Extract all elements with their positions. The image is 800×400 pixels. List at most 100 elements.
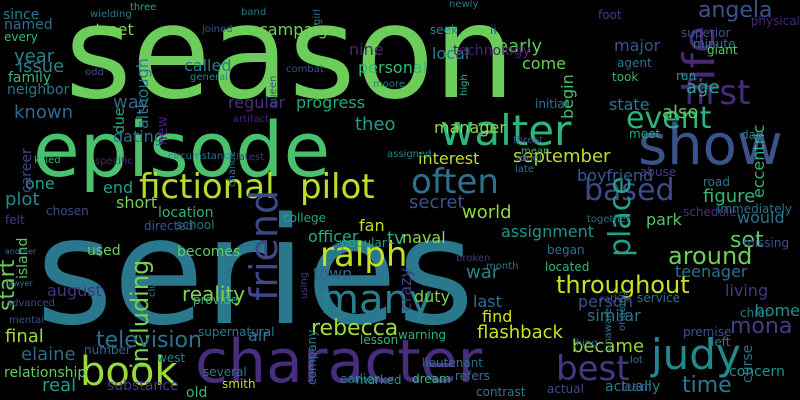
word-known: known [14, 102, 73, 123]
word-seek: seek [430, 23, 458, 37]
word-world: world [462, 202, 512, 223]
word-late: late [515, 164, 534, 175]
word-figure: figure [703, 186, 756, 207]
word-since: since [3, 7, 40, 23]
word-also: also [662, 102, 699, 123]
word-august: august [47, 281, 102, 300]
word-rebecca: rebecca [311, 316, 399, 341]
word-living: living [725, 281, 769, 300]
word-book: book [80, 349, 178, 395]
word-chief: chief [740, 306, 770, 320]
word-war: war [466, 262, 500, 283]
word-left: left [711, 335, 731, 349]
word-fan: fan [359, 216, 385, 235]
word-judy: judy [651, 330, 741, 379]
word-general: general [190, 72, 229, 83]
word-location: location [158, 205, 214, 221]
word-similar: similar [587, 306, 641, 325]
word-provide: provide [193, 293, 239, 307]
word-mean: mean [521, 146, 550, 157]
word-lawyer: lawyer [6, 279, 33, 288]
word-month: month [486, 261, 519, 272]
word-neighbor: neighbor [7, 82, 70, 98]
word-personal: personal [358, 58, 428, 77]
word-street: street [87, 20, 134, 39]
word-boyfriend: boyfriend [577, 166, 654, 185]
word-threat: threat [513, 135, 544, 146]
word-assignment: assignment [501, 222, 595, 241]
word-television: television [96, 328, 202, 353]
word-regular: regular [228, 93, 286, 112]
word-theo: theo [355, 114, 396, 135]
word-major: major [614, 36, 661, 55]
word-early: early [497, 36, 543, 57]
word-town: town [313, 264, 353, 283]
word-felt: felt [5, 213, 25, 227]
word-directed: directed [144, 219, 194, 233]
word-year: year [14, 46, 55, 67]
word-newly: newly [449, 0, 479, 10]
word-broken: broken [456, 253, 491, 264]
word-duty: duty [414, 287, 451, 306]
word-ii: ii [490, 23, 497, 37]
word-every: every [4, 30, 38, 44]
word-angela: angela [698, 0, 773, 23]
word-final: final [5, 326, 44, 347]
word-assigned: assigned [387, 149, 432, 160]
word-schedule: schedule [683, 205, 737, 219]
word-specific: specific [95, 156, 133, 167]
word-became: became [572, 336, 645, 357]
word-warning: warning [398, 328, 447, 342]
word-girl: girl [312, 8, 323, 25]
word-series: series [36, 186, 475, 358]
word-duel: duel [520, 153, 542, 164]
word-age: age [686, 77, 720, 98]
word-called: called [184, 56, 232, 75]
word-college: college [283, 211, 326, 225]
word-would: would [737, 208, 785, 227]
word-circumstance: circumstance [168, 151, 235, 162]
word-physical: physical [750, 14, 800, 28]
word-teenager: teenager [675, 262, 748, 281]
word-career: career [19, 148, 35, 193]
word-smith: smith [222, 377, 256, 391]
word-flashback: flashback [477, 322, 563, 343]
word-event: event [626, 101, 712, 136]
word-run: run [676, 69, 697, 83]
word-ralph: ralph [320, 235, 408, 275]
word-contrast: contrast [476, 385, 526, 399]
word-supernatural: supernatural [198, 325, 275, 339]
word-service: service [637, 291, 680, 305]
word-queen: queen [268, 75, 279, 107]
word-elaine: elaine [21, 344, 76, 365]
word-local: local [432, 44, 470, 63]
word-band: band [241, 7, 267, 18]
word-west: west [157, 351, 186, 365]
word-artifact: artifact [233, 114, 270, 125]
word-show: show [638, 113, 783, 178]
word-many: many [320, 277, 433, 323]
word-person: person [578, 292, 633, 311]
word-last: last [473, 292, 502, 311]
word-high: high [459, 74, 470, 96]
word-fictional: fictional [139, 167, 275, 207]
word-another: another [5, 247, 37, 256]
word-road: road [703, 175, 730, 189]
word-reality: reality [182, 282, 246, 306]
word-first: first [684, 73, 751, 113]
word-interest: interest [418, 149, 480, 168]
word-find: find [482, 307, 513, 326]
word-end: end [103, 178, 134, 197]
word-secret: secret [409, 192, 465, 213]
word-walter: walter [440, 106, 572, 155]
word-superior: superior [681, 26, 731, 40]
word-immediately: immediately [717, 202, 792, 216]
word-clue: clue [147, 276, 158, 297]
word-missing: missing [743, 236, 790, 250]
word-time: time [682, 373, 732, 398]
word-season: season [65, 0, 515, 128]
word-chance: chance [227, 151, 238, 187]
word-often: often [411, 162, 499, 202]
word-crazy: crazy [396, 267, 415, 311]
word-real: real [42, 375, 77, 396]
